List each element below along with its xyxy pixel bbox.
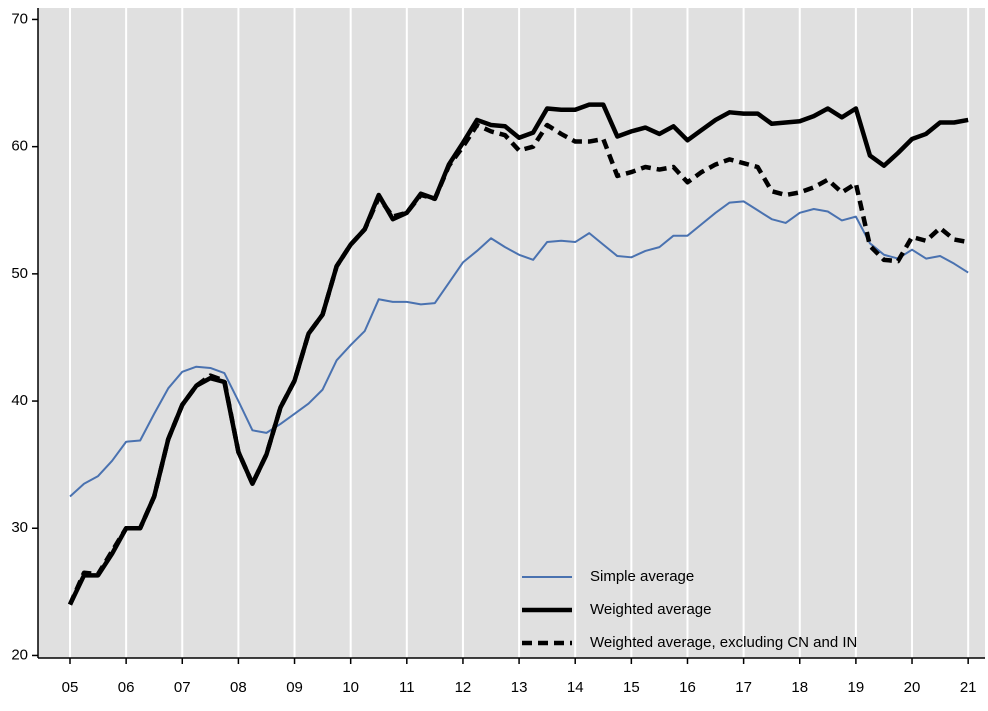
plot-background (38, 8, 985, 658)
x-tick-label: 21 (960, 679, 977, 696)
x-tick-label: 20 (904, 679, 921, 696)
x-tick-label: 14 (567, 679, 584, 696)
y-tick-label: 50 (11, 265, 28, 282)
y-tick-label: 20 (11, 646, 28, 663)
x-tick-label: 18 (791, 679, 808, 696)
x-tick-label: 06 (118, 679, 135, 696)
x-tick-label: 13 (511, 679, 528, 696)
x-tick-label: 19 (848, 679, 865, 696)
legend-label: Simple average (590, 568, 694, 585)
x-tick-label: 07 (174, 679, 191, 696)
series-line (69, 200, 969, 498)
legend-label: Weighted average (590, 601, 711, 618)
x-tick-label: 08 (230, 679, 247, 696)
x-tick-label: 10 (342, 679, 359, 696)
x-tick-label: 12 (455, 679, 472, 696)
y-tick-label: 60 (11, 138, 28, 155)
x-tick-label: 11 (399, 679, 415, 696)
y-tick-label: 30 (11, 519, 28, 536)
x-tick-label: 15 (623, 679, 640, 696)
y-tick-label: 40 (11, 392, 28, 409)
x-tick-label: 05 (62, 679, 79, 696)
x-tick-label: 17 (735, 679, 752, 696)
series-line (67, 122, 969, 606)
y-tick-label: 70 (11, 10, 28, 27)
x-tick-label: 09 (286, 679, 303, 696)
series-line (67, 102, 969, 606)
legend-label: Weighted average, excluding CN and IN (590, 634, 857, 651)
x-tick-label: 16 (679, 679, 696, 696)
